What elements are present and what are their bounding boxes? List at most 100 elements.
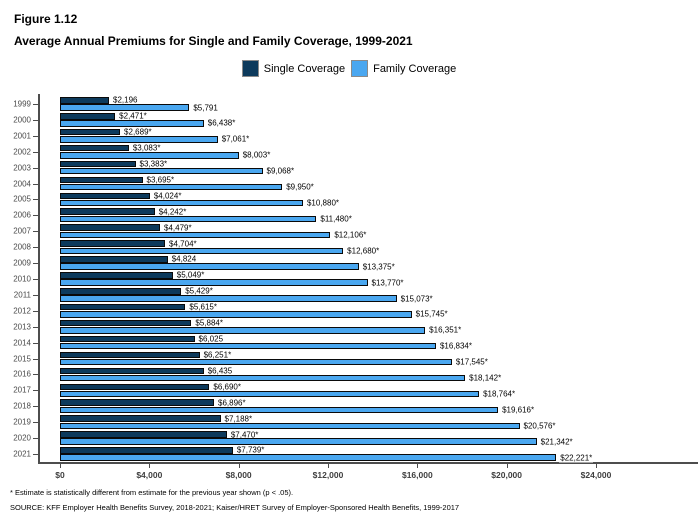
y-axis-tick [33,199,38,201]
year-label-2010: 2010 [13,274,31,284]
bar-row-2006: 2006 $4,242* $11,480* [0,207,698,224]
bar-single-2011: $5,429* [60,286,214,296]
bar-value-label: $12,680* [346,246,381,256]
bar-single-2018: $6,896* [60,398,247,408]
bar-single-2008: $4,704* [60,239,198,249]
bar-row-2002: 2002 $3,083* $8,003* [0,143,698,160]
bar-family-2014: $16,834* [60,341,473,351]
bar-value-label: $3,695* [145,175,176,185]
bar-value-label: $10,880* [305,198,341,208]
bar-family-2016: $18,142* [60,373,503,383]
y-axis-tick [33,326,38,328]
year-label-2006: 2006 [13,210,31,220]
year-label-2016: 2016 [13,369,31,379]
bar-single-2007: $4,479* [60,223,193,233]
y-axis-tick [33,119,38,121]
bar-row-2017: 2017 $6,690* $18,764* [0,382,698,399]
bar-value-label: $8,003* [241,150,272,160]
bar-value-label: $22,221* [559,453,594,463]
y-axis-tick [33,406,38,408]
bar-family-2009: $13,375* [60,262,396,272]
year-label-2003: 2003 [13,163,31,173]
y-axis-tick [33,151,38,153]
bar-single-2015: $6,251* [60,350,233,360]
bar-single-2013: $5,884* [60,318,224,328]
bar-row-2004: 2004 $3,695* $9,950* [0,175,698,192]
bar-family-2005: $10,880* [60,198,341,208]
bar-family-2001: $7,061* [60,134,251,144]
bar-single-2014: $6,025 [60,334,225,344]
bar-value-label: $7,470* [229,430,260,440]
bar-row-2009: 2009 $4,824 $13,375* [0,254,698,272]
bar-value-label: $4,479* [163,223,193,233]
legend-item-single-coverage: Single Coverage [241,60,345,77]
x-axis-tick-label: $12,000 [312,470,344,480]
bar-row-2007: 2007 $4,479* $12,106* [0,223,698,240]
x-axis-tick-label: $8,000 [225,470,252,480]
page-title: Average Annual Premiums for Single and F… [14,34,413,48]
bar-family-2003: $9,068* [60,166,296,176]
bar-row-2008: 2008 $4,704* $12,680* [0,239,698,256]
bar-family-2012: $15,745* [60,309,449,319]
footnote-source: SOURCE: KFF Employer Health Benefits Sur… [10,503,460,512]
x-axis-tick [596,464,597,468]
bar-value-label: $18,764* [482,389,517,399]
x-axis-tick-label: $0 [55,470,65,480]
bar-value-label: $12,106* [333,230,368,240]
year-label-1999: 1999 [13,99,31,109]
y-axis-tick [33,390,38,392]
bar-value-label: $4,024* [152,191,183,201]
year-label-2004: 2004 [13,179,31,189]
year-label-2015: 2015 [13,354,31,364]
bar-family-2011: $15,073* [60,294,434,303]
bar-family-2004: $9,950* [60,182,315,192]
y-axis-tick [33,454,38,456]
bar-family-2021: $22,221* [60,453,594,463]
year-label-2012: 2012 [13,306,31,316]
bar-single-2012: $5,615* [60,302,218,312]
x-axis-tick [417,464,419,468]
bar-row-2010: 2010 $5,049* $13,770* [0,270,698,288]
bar-single-2019: $7,188* [60,414,254,424]
x-axis-tick [506,464,508,468]
bar-value-label: $5,049* [175,270,206,280]
x-axis-tick [60,464,61,468]
bar-family-2010: $13,770* [60,278,405,288]
y-axis-tick [33,342,38,344]
bar-value-label: $19,616* [501,405,536,415]
bar-value-label: $21,342* [539,437,574,447]
year-label-2021: 2021 [13,449,31,459]
bar-single-2000: $2,471* [60,111,148,121]
bar-single-2010: $5,049* [60,270,206,280]
year-label-2008: 2008 [13,242,31,252]
bar-value-label: $20,576* [522,421,557,431]
year-label-2005: 2005 [13,194,31,204]
bar-value-label: $6,251* [202,350,233,360]
y-axis-tick [33,278,38,280]
bar-value-label: $4,242* [157,207,188,217]
bar-row-1999: 1999 $2,196 $5,791 [0,95,698,113]
bar-value-label: $13,375* [361,262,396,272]
bar-single-2001: $2,689* [60,127,153,137]
bar-row-2011: 2011 $5,429* $15,073* [0,286,698,303]
bar-row-2015: 2015 $6,251* $17,545* [0,350,698,367]
bar-family-2020: $21,342* [60,437,574,447]
bar-value-label: $7,739* [235,445,266,455]
bar-value-label: $6,896* [217,398,247,408]
bar-row-2012: 2012 $5,615* $15,745* [0,302,698,319]
bar-family-2002: $8,003* [60,150,272,160]
bar-single-2017: $6,690* [60,382,242,392]
bar-value-label: $3,083* [131,143,162,153]
bar-row-2021: 2021 $7,739* $22,221* [0,445,698,463]
bar-family-2015: $17,545* [60,357,489,367]
bar-value-label: $16,834* [438,341,473,351]
bar-row-2020: 2020 $7,470* $21,342* [0,430,698,447]
x-axis-tick-label: $16,000 [401,470,433,480]
x-axis-tick-label: $20,000 [491,470,523,480]
bar-family-2006: $11,480* [60,214,353,224]
bar-value-label: $5,791 [192,103,219,113]
bar-family-2013: $16,351* [60,325,463,335]
year-label-2007: 2007 [13,226,31,236]
year-label-2020: 2020 [13,433,31,443]
year-label-2001: 2001 [13,131,31,141]
